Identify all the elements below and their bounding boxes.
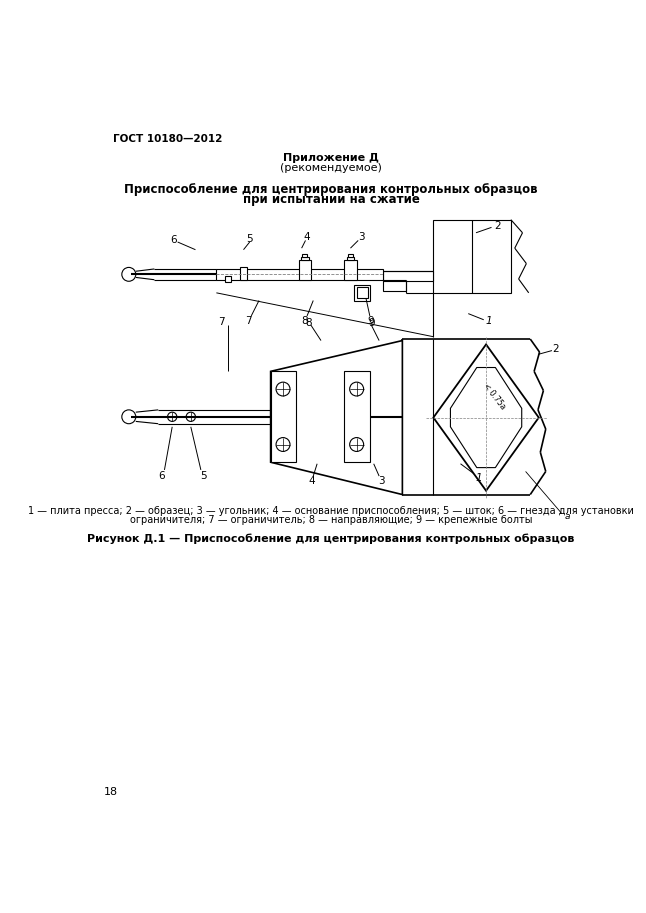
Bar <box>271 372 297 462</box>
Bar <box>357 288 368 299</box>
Bar <box>383 280 406 291</box>
Bar <box>344 259 357 279</box>
Bar <box>344 372 370 462</box>
Text: 8: 8 <box>302 316 308 326</box>
Bar <box>302 255 307 257</box>
Text: 6: 6 <box>171 235 177 245</box>
Text: a: a <box>565 511 570 520</box>
Text: 5: 5 <box>246 234 253 244</box>
Text: 18: 18 <box>104 787 118 797</box>
Text: 8: 8 <box>306 318 312 328</box>
Text: ГОСТ 10180—2012: ГОСТ 10180—2012 <box>113 134 223 144</box>
Text: 7: 7 <box>245 316 251 326</box>
Polygon shape <box>450 368 522 467</box>
Bar <box>433 220 511 293</box>
Text: Рисунок Д.1 — Приспособление для центрирования контрольных образцов: Рисунок Д.1 — Приспособление для центрир… <box>87 533 575 543</box>
Bar <box>301 257 309 260</box>
Bar <box>240 268 247 279</box>
Text: 3: 3 <box>358 233 364 242</box>
Text: при испытании на сжатие: при испытании на сжатие <box>243 194 419 206</box>
Polygon shape <box>271 341 402 495</box>
Bar <box>346 257 354 260</box>
Text: Приложение Д: Приложение Д <box>283 153 379 163</box>
Text: 1 — плита пресса; 2 — образец; 3 — угольник; 4 — основание приспособления; 5 — ш: 1 — плита пресса; 2 — образец; 3 — уголь… <box>28 506 634 516</box>
Text: 9: 9 <box>368 316 374 326</box>
Text: ограничителя; 7 — ограничитель; 8 — направляющие; 9 — крепежные болты: ограничителя; 7 — ограничитель; 8 — напр… <box>130 515 532 525</box>
Bar <box>348 255 353 257</box>
Text: Приспособление для центрирования контрольных образцов: Приспособление для центрирования контрол… <box>124 184 538 196</box>
Bar <box>216 269 383 279</box>
Bar <box>383 271 433 280</box>
Bar <box>354 285 370 300</box>
Text: 2: 2 <box>552 344 559 354</box>
Text: 2: 2 <box>494 221 501 231</box>
Text: (рекомендуемое): (рекомендуемое) <box>280 163 382 173</box>
Text: < 0.75a: < 0.75a <box>481 382 506 411</box>
Bar <box>225 276 231 282</box>
Text: 4: 4 <box>308 476 315 486</box>
Text: 3: 3 <box>378 476 385 486</box>
Text: 4: 4 <box>304 233 310 242</box>
Text: 9: 9 <box>369 318 375 328</box>
Text: 7: 7 <box>218 317 225 327</box>
Text: 6: 6 <box>158 471 165 481</box>
Text: 1: 1 <box>476 473 483 483</box>
Bar <box>298 259 311 279</box>
Polygon shape <box>433 344 539 490</box>
Text: 5: 5 <box>200 471 207 481</box>
Text: 1: 1 <box>485 316 492 326</box>
